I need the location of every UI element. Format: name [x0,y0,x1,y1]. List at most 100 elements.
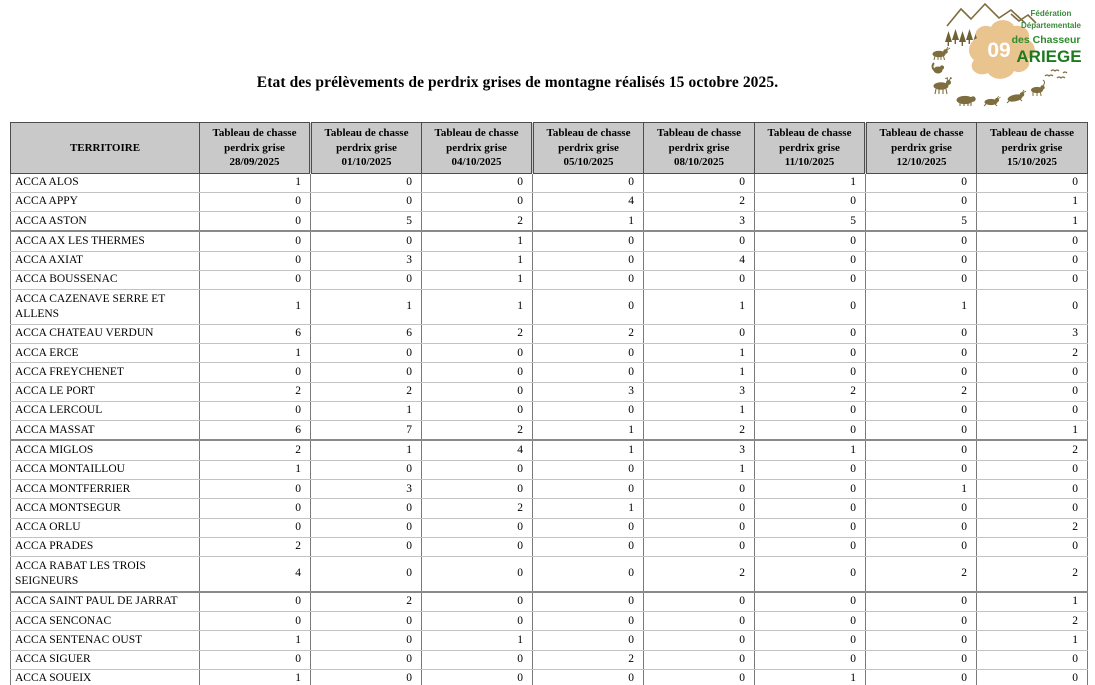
harvest-count-cell: 0 [310,269,422,291]
mountains-icon [946,2,1037,27]
territory-cell: ACCA CAZENAVE SERRE ET ALLENS [10,289,200,325]
harvest-count-cell: 1 [532,498,644,519]
harvest-count-cell: 0 [754,479,866,500]
harvest-count-cell: 1 [421,269,533,291]
harvest-count-cell: 0 [310,517,422,538]
logo-org-line2: Départementale [1021,21,1081,30]
harvest-count-cell: 0 [865,250,977,271]
harvest-count-cell: 0 [643,668,755,685]
harvest-count-cell: 0 [199,590,311,613]
column-header-date-3: Tableau de chasse perdrix grise 04/10/20… [421,122,533,174]
table-row: ACCA ASTON 0 5 2 1 3 5 5 1 [10,211,1088,232]
harvest-count-cell: 0 [310,668,422,685]
harvest-count-cell: 1 [754,172,866,193]
harvest-count-cell: 1 [199,289,311,325]
harvest-count-cell: 0 [976,230,1088,252]
harvest-count-cell: 2 [976,611,1088,632]
harvest-count-cell: 0 [199,269,311,291]
harvest-count-cell: 2 [310,381,422,402]
harvest-count-cell: 0 [199,498,311,519]
table-row: ACCA LERCOUL 0 1 0 0 1 0 0 0 [10,400,1088,422]
harvest-count-cell: 7 [310,420,422,441]
harvest-count-cell: 2 [421,323,533,345]
harvest-count-cell: 0 [310,172,422,193]
harvest-count-cell: 0 [976,498,1088,519]
harvest-count-cell: 0 [643,172,755,193]
harvest-count-cell: 1 [643,343,755,364]
harvest-count-cell: 0 [865,420,977,441]
harvest-count-cell: 0 [199,250,311,271]
territory-cell: ACCA MONTFERRIER [10,479,200,500]
territory-cell: ACCA MONTSEGUR [10,498,200,519]
harvest-count-cell: 1 [421,289,533,325]
harvest-count-cell: 0 [532,362,644,383]
table-row: ACCA MONTSEGUR 0 0 2 1 0 0 0 0 [10,498,1088,519]
territory-cell: ACCA ORLU [10,517,200,538]
harvest-count-cell: 2 [643,420,755,441]
harvest-count-cell: 0 [421,517,533,538]
territory-cell: ACCA ALOS [10,172,200,193]
harvest-table-container: TERRITOIRE Tableau de chasse perdrix gris… [10,122,1088,685]
squirrel-icon [931,62,945,74]
harvest-count-cell: 0 [421,649,533,670]
harvest-count-cell: 0 [310,536,422,558]
harvest-count-cell: 0 [976,362,1088,383]
harvest-count-cell: 0 [199,517,311,538]
harvest-count-cell: 1 [421,230,533,252]
harvest-count-cell: 2 [643,556,755,593]
harvest-count-cell: 0 [754,269,866,291]
harvest-count-cell: 3 [310,250,422,271]
harvest-count-cell: 1 [754,439,866,461]
table-row: ACCA SAINT PAUL DE JARRAT 0 2 0 0 0 0 0 1 [10,590,1088,613]
harvest-count-cell: 1 [976,590,1088,613]
harvest-count-cell: 0 [421,362,533,383]
table-row: ACCA LE PORT 2 2 0 3 3 2 2 0 [10,381,1088,402]
harvest-count-cell: 0 [421,381,533,402]
harvest-count-cell: 0 [865,439,977,461]
harvest-count-cell: 0 [754,191,866,213]
harvest-count-cell: 1 [865,289,977,325]
harvest-count-cell: 0 [643,479,755,500]
harvest-count-cell: 0 [310,459,422,481]
harvest-count-cell: 0 [421,343,533,364]
territory-cell: ACCA ASTON [10,211,200,232]
harvest-count-cell: 0 [532,479,644,500]
harvest-count-cell: 4 [643,250,755,271]
stag-icon [933,76,953,95]
territory-cell: ACCA AXIAT [10,250,200,271]
harvest-count-cell: 2 [865,381,977,402]
logo-department-name: ARIEGE [1016,47,1081,66]
harvest-count-cell: 0 [976,172,1088,193]
harvest-count-cell: 2 [865,556,977,593]
harvest-count-cell: 2 [199,536,311,558]
table-row: ACCA ORLU 0 0 0 0 0 0 0 2 [10,517,1088,538]
harvest-count-cell: 0 [754,230,866,252]
harvest-count-cell: 0 [865,172,977,193]
table-row: ACCA PRADES 2 0 0 0 0 0 0 0 [10,536,1088,558]
harvest-count-cell: 0 [310,630,422,651]
harvest-count-cell: 0 [532,172,644,193]
harvest-count-cell: 0 [199,191,311,213]
harvest-count-cell: 0 [310,343,422,364]
territory-cell: ACCA SIGUER [10,649,200,670]
table-row: ACCA ALOS 1 0 0 0 0 1 0 0 [10,172,1088,193]
harvest-count-cell: 1 [421,250,533,271]
harvest-count-cell: 0 [421,556,533,593]
harvest-table: TERRITOIRE Tableau de chasse perdrix gris… [10,122,1088,685]
harvest-count-cell: 4 [532,191,644,213]
harvest-count-cell: 2 [976,517,1088,538]
harvest-count-cell: 0 [865,191,977,213]
territory-cell: ACCA ERCE [10,343,200,364]
roe-deer-leaping-icon [1006,89,1027,104]
table-row: ACCA MIGLOS 2 1 4 1 3 1 0 2 [10,439,1088,461]
harvest-count-cell: 0 [199,611,311,632]
harvest-count-cell: 1 [199,630,311,651]
territory-cell: ACCA MASSAT [10,420,200,441]
harvest-count-cell: 1 [976,420,1088,441]
harvest-count-cell: 3 [976,323,1088,345]
harvest-count-cell: 0 [421,459,533,481]
harvest-count-cell: 0 [310,556,422,593]
harvest-count-cell: 0 [199,230,311,252]
harvest-count-cell: 0 [754,556,866,593]
